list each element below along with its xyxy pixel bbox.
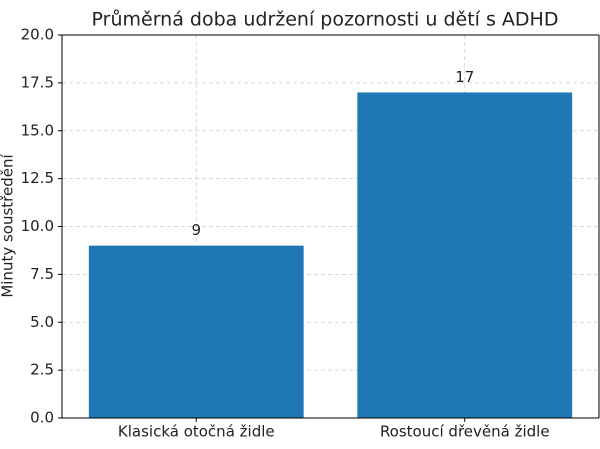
y-axis-label: Minuty soustředění	[0, 154, 17, 298]
value-label: 17	[455, 68, 474, 86]
y-tick-label: 12.5	[21, 169, 54, 187]
chart-title: Průměrná doba udržení pozornosti u dětí …	[92, 9, 559, 31]
x-tick-label: Klasická otočná židle	[118, 423, 275, 441]
y-tick-label: 20.0	[21, 26, 54, 44]
x-tick-label: Rostoucí dřevěná židle	[380, 423, 550, 441]
y-tick-label: 10.0	[21, 217, 54, 235]
y-tick-label: 7.5	[30, 265, 54, 283]
bar	[357, 92, 573, 418]
y-tick-label: 0.0	[30, 409, 54, 427]
bar	[88, 245, 304, 418]
y-tick-label: 2.5	[30, 361, 54, 379]
value-label: 9	[191, 221, 201, 239]
y-tick-label: 17.5	[21, 73, 54, 91]
y-tick-label: 15.0	[21, 121, 54, 139]
y-tick-label: 5.0	[30, 313, 54, 331]
